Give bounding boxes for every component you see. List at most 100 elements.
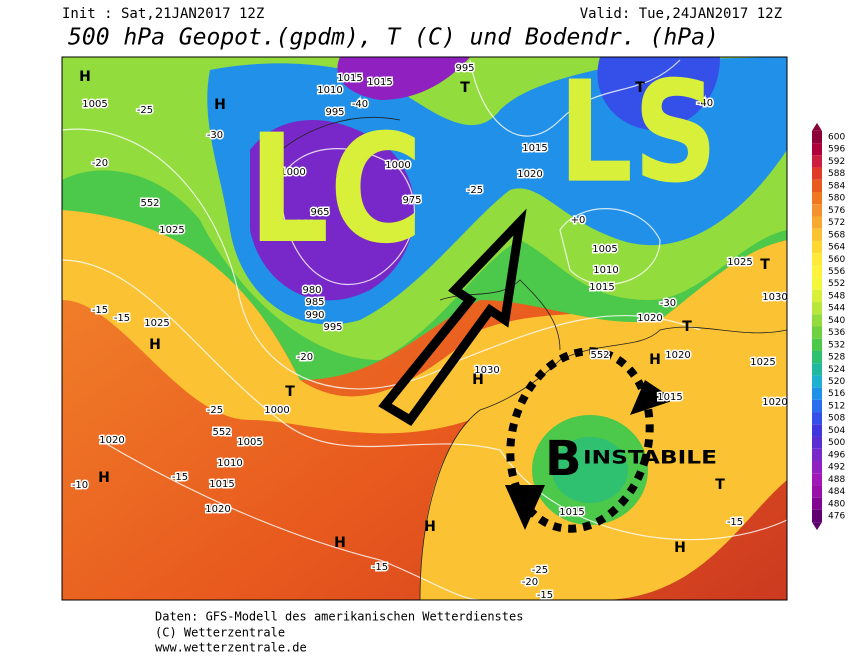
contour-label: -25	[137, 105, 153, 116]
isobar	[99, 439, 481, 600]
contour-label: 552	[140, 198, 159, 209]
ls-label: LS	[558, 52, 718, 215]
valid-time: Valid: Tue,24JAN2017 12Z	[580, 6, 782, 22]
pressure-center-label: H	[98, 470, 110, 486]
colorbar-swatch	[812, 399, 822, 413]
colorbar-tick-label: 552	[828, 279, 845, 289]
colorbar-tick-label: 560	[828, 255, 845, 265]
colorbar-swatch	[812, 460, 822, 474]
contour-label: 1010	[593, 265, 618, 276]
contour-label: 552	[212, 427, 231, 438]
footer-line: Daten: GFS-Modell des amerikanischen Wet…	[155, 610, 523, 624]
pressure-center-label: H	[79, 69, 91, 85]
contour-label: 1030	[762, 292, 787, 303]
colorbar-tick-label: 488	[828, 475, 845, 485]
init-time: Init : Sat,21JAN2017 12Z	[62, 6, 264, 22]
colorbar-tick-label: 568	[828, 230, 845, 240]
colorbar-swatch	[812, 143, 822, 156]
contour-label: 960	[295, 220, 314, 231]
contour-label: 1015	[657, 392, 682, 403]
contour-label: 990	[305, 310, 324, 321]
ls-low	[597, 57, 720, 130]
coastline	[269, 117, 401, 161]
b-label: B	[545, 431, 582, 487]
contour-label: 1015	[559, 507, 584, 518]
colorbar-tick-label: 528	[828, 353, 845, 363]
colorbar-swatch	[812, 179, 822, 193]
contour-label: -25	[467, 185, 483, 196]
pressure-center-label: H	[149, 337, 161, 353]
footer-line: www.wetterzentrale.de	[155, 641, 307, 655]
colorbar-swatch	[812, 314, 822, 327]
contour-label: 1020	[665, 350, 690, 361]
contour-label: 975	[402, 195, 421, 206]
pressure-center-label: H	[472, 372, 484, 388]
colorbar-tick-label: 536	[828, 328, 845, 338]
colorbar-swatch	[812, 130, 822, 144]
contour-label: -15	[372, 562, 388, 573]
pressure-center-label: T	[682, 319, 692, 335]
colorbar-swatch	[812, 277, 822, 290]
contour-label: -15	[172, 472, 188, 483]
colorbar-tick-label: 600	[828, 133, 845, 143]
colorbar-swatch	[812, 412, 822, 425]
colorbar-swatch	[812, 167, 822, 180]
colorbar-swatch	[812, 436, 822, 449]
contour-label: -30	[660, 298, 676, 309]
colorbar-tick-label: 556	[828, 267, 845, 277]
colorbar-tick-label: 508	[828, 414, 845, 424]
pressure-center-label: T	[760, 257, 770, 273]
colorbar-swatch	[812, 240, 822, 254]
contour-label: 1020	[637, 313, 662, 324]
colorbar-swatch	[812, 473, 822, 486]
colorbar-tick-label: 540	[828, 316, 845, 326]
isobar	[279, 148, 415, 286]
colorbar-swatch	[812, 387, 822, 400]
colorbar-swatch	[812, 485, 822, 498]
contour-label: 995	[323, 322, 342, 333]
pressure-center-label: T	[715, 477, 725, 493]
colorbar-tick-label: 592	[828, 157, 845, 167]
contour-label: 1020	[205, 504, 230, 515]
map-area: H 1005 H -25 -30 -20 552 1025 -15 -15 1025 H -20 -25 1…	[62, 52, 787, 601]
colorbar-cap	[812, 122, 822, 131]
isobar	[62, 259, 787, 541]
contour-label: -10	[72, 480, 88, 491]
contour-label: 1000	[264, 405, 289, 416]
contour-label: 1020	[99, 435, 124, 446]
colorbar-swatch	[812, 265, 822, 278]
map-labels: H 1005 H -25 -30 -20 552 1025 -15 -15 1025 H -20 -25 1…	[70, 62, 787, 601]
contour-label: 1005	[592, 244, 617, 255]
contour-label: 1015	[367, 77, 392, 88]
contour-label: -20	[297, 352, 313, 363]
colorbar-swatch	[812, 338, 822, 351]
colorbar-tick-label: 588	[828, 169, 845, 179]
contour-label: -40	[352, 99, 368, 110]
contour-label: 965	[310, 207, 329, 218]
cut-off-core	[552, 437, 628, 503]
colorbar-swatch	[812, 253, 822, 266]
pressure-center-label: H	[424, 519, 436, 535]
isobar	[469, 59, 681, 137]
colorbar-tick-label: 596	[828, 145, 845, 155]
pressure-center-label: H	[334, 535, 346, 551]
pressure-center-label: H	[214, 97, 226, 113]
contour-label: 995	[455, 63, 474, 74]
colorbar-tick-label: 480	[828, 499, 845, 509]
isobar	[62, 128, 701, 390]
contour-label: -20	[92, 158, 108, 169]
colorbar-swatch	[812, 448, 822, 461]
contour-label: 1025	[750, 357, 775, 368]
contour-label: 1015	[589, 282, 614, 293]
contour-label: -25	[207, 405, 223, 416]
map-frame	[61, 56, 788, 601]
pressure-center-label: H	[674, 540, 686, 556]
colorbar-tick-label: 532	[828, 340, 845, 350]
colorbar-tick-label: 500	[828, 438, 845, 448]
pressure-center-label: T	[460, 80, 470, 96]
contour-label: 1000	[385, 160, 410, 171]
contour-label: 1025	[159, 225, 184, 236]
colorbar-swatch	[812, 302, 822, 315]
contour-label: 995	[325, 107, 344, 118]
